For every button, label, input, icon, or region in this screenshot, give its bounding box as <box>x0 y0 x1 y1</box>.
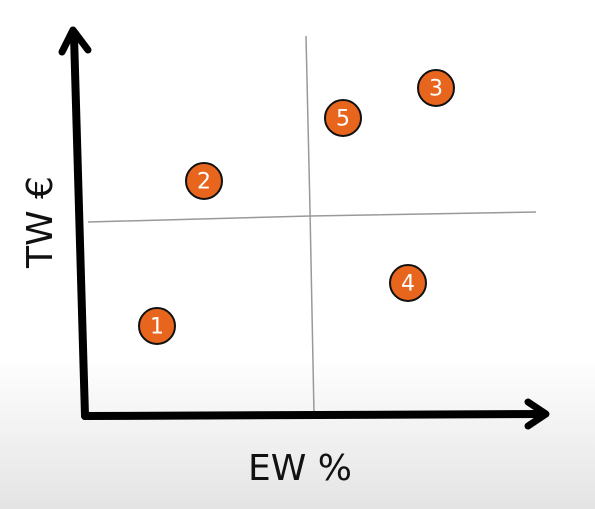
node-label: 1 <box>150 315 164 340</box>
node: 2 <box>185 162 223 200</box>
node-circle <box>185 162 223 200</box>
node: 4 <box>389 264 427 302</box>
node-circle <box>324 99 362 137</box>
vertical-divider <box>305 35 315 415</box>
x-axis-arrow <box>524 398 550 430</box>
node-label: 4 <box>401 272 415 297</box>
node-label: 3 <box>429 77 443 102</box>
y-axis-label: TW € <box>20 176 61 269</box>
node: 3 <box>417 69 455 107</box>
nodes: 1 2 3 4 5 <box>138 69 455 345</box>
node-label: 2 <box>197 170 211 195</box>
horizontal-divider <box>87 211 537 223</box>
node-circle <box>389 264 427 302</box>
x-axis-label: EW % <box>248 448 352 489</box>
node-circle <box>417 69 455 107</box>
node-circle <box>138 307 176 345</box>
node: 1 <box>138 307 176 345</box>
x-axis <box>81 410 548 420</box>
node: 5 <box>324 99 362 137</box>
node-label: 5 <box>336 107 350 132</box>
y-axis <box>70 32 89 420</box>
y-axis-arrow <box>58 26 92 56</box>
